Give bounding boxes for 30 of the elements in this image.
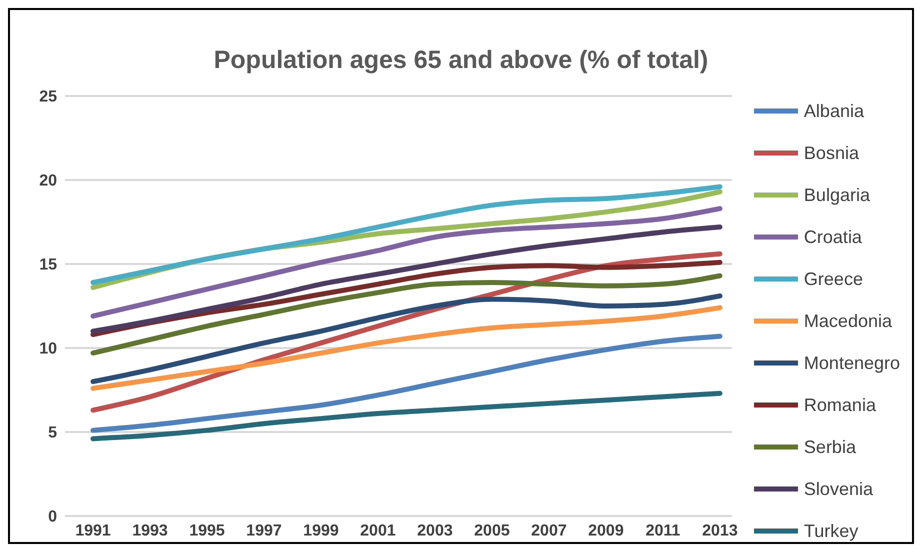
x-tick-label: 2013 <box>702 522 738 540</box>
x-tick-label: 2001 <box>360 522 396 540</box>
y-tick-label: 5 <box>48 424 58 442</box>
legend-label: Croatia <box>804 226 862 249</box>
legend-label: Romania <box>804 394 876 417</box>
x-tick-label: 2009 <box>588 522 624 540</box>
legend-label: Turkey <box>804 520 858 543</box>
y-tick-label: 0 <box>48 508 58 526</box>
legend-label: Bulgaria <box>804 184 870 207</box>
legend-label: Montenegro <box>804 352 900 375</box>
x-tick-label: 1995 <box>189 522 225 540</box>
x-tick-label: 2003 <box>417 522 453 540</box>
x-tick-label: 2005 <box>474 522 510 540</box>
x-tick-label: 2007 <box>531 522 567 540</box>
y-tick-label: 15 <box>39 256 58 274</box>
y-tick-label: 20 <box>39 172 58 190</box>
legend-label: Albania <box>804 100 864 123</box>
x-tick-label: 2011 <box>646 522 680 540</box>
x-tick-label: 1997 <box>246 522 282 540</box>
legend-label: Bosnia <box>804 142 859 165</box>
x-tick-label: 1991 <box>75 522 111 540</box>
y-tick-label: 10 <box>39 340 58 358</box>
y-tick-label: 25 <box>39 88 58 106</box>
legend-label: Macedonia <box>804 310 892 333</box>
legend-label: Slovenia <box>804 478 873 501</box>
x-tick-label: 1993 <box>132 522 168 540</box>
legend-label: Greece <box>804 268 863 291</box>
legend-label: Serbia <box>804 436 856 459</box>
chart-title: Population ages 65 and above (% of total) <box>212 46 710 76</box>
x-tick-label: 1999 <box>303 522 339 540</box>
